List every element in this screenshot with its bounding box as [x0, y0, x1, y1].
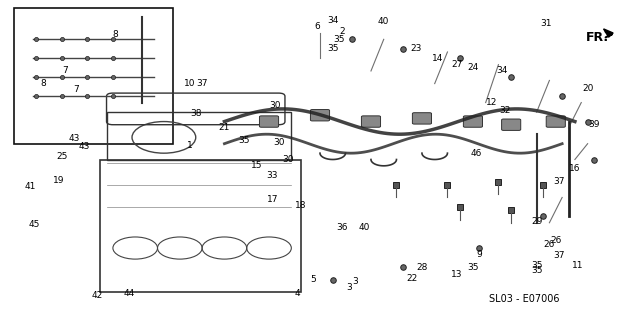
Text: 35: 35 [531, 261, 543, 270]
FancyBboxPatch shape [546, 116, 565, 127]
Text: 26: 26 [544, 241, 555, 249]
Text: 8: 8 [112, 30, 118, 39]
Text: 15: 15 [250, 161, 262, 170]
Text: 12: 12 [486, 98, 498, 107]
Text: 10: 10 [184, 79, 195, 88]
Text: 26: 26 [550, 236, 561, 245]
Text: 30: 30 [273, 137, 284, 147]
Text: 17: 17 [266, 195, 278, 204]
Text: 14: 14 [432, 54, 444, 63]
FancyBboxPatch shape [259, 116, 278, 127]
FancyBboxPatch shape [502, 119, 521, 130]
Text: 11: 11 [572, 261, 584, 270]
Text: 9: 9 [476, 250, 482, 259]
Text: 23: 23 [410, 44, 421, 53]
Text: 32: 32 [499, 106, 511, 115]
Text: 44: 44 [124, 289, 134, 298]
Text: 31: 31 [540, 19, 552, 28]
Text: 28: 28 [416, 263, 428, 271]
FancyBboxPatch shape [310, 109, 330, 121]
Text: 41: 41 [24, 182, 36, 191]
Text: 7: 7 [74, 85, 79, 94]
Text: 34: 34 [496, 66, 508, 76]
Text: 21: 21 [219, 123, 230, 132]
Text: 3: 3 [346, 283, 351, 292]
Text: 37: 37 [553, 177, 564, 186]
Text: 45: 45 [29, 220, 40, 229]
Text: 35: 35 [238, 136, 250, 145]
Text: 34: 34 [327, 16, 339, 25]
FancyBboxPatch shape [412, 113, 431, 124]
Text: 33: 33 [266, 171, 278, 180]
Text: 29: 29 [531, 217, 542, 226]
Text: 22: 22 [407, 274, 418, 283]
Text: 30: 30 [269, 101, 281, 110]
Text: 1: 1 [186, 141, 192, 150]
Text: 30: 30 [282, 155, 294, 164]
Text: 43: 43 [79, 142, 90, 151]
Text: 38: 38 [190, 109, 202, 118]
Text: 20: 20 [582, 84, 593, 93]
Text: 18: 18 [295, 201, 307, 210]
Text: 27: 27 [451, 60, 463, 69]
Text: 42: 42 [92, 291, 102, 300]
Text: 5: 5 [311, 275, 317, 284]
Text: 37: 37 [553, 251, 564, 260]
Text: 16: 16 [569, 165, 580, 174]
FancyBboxPatch shape [362, 116, 381, 127]
Text: 35: 35 [333, 35, 345, 44]
Polygon shape [604, 29, 613, 37]
Text: 40: 40 [359, 223, 371, 232]
Text: 37: 37 [196, 79, 208, 88]
Text: SL03 - E07006: SL03 - E07006 [489, 293, 559, 304]
Text: 19: 19 [53, 175, 65, 185]
Text: 8: 8 [40, 79, 45, 88]
Text: 46: 46 [470, 149, 482, 158]
FancyBboxPatch shape [463, 116, 483, 127]
Text: 43: 43 [69, 134, 81, 144]
Text: 24: 24 [467, 63, 479, 72]
Text: 35: 35 [467, 263, 479, 271]
Text: 25: 25 [56, 152, 68, 161]
Text: 35: 35 [327, 44, 339, 53]
Text: 39: 39 [588, 120, 600, 129]
Text: 13: 13 [451, 271, 463, 279]
Text: 4: 4 [295, 289, 301, 298]
Text: 3: 3 [352, 277, 358, 286]
Text: FR.: FR. [586, 31, 609, 44]
Bar [14, 8, 173, 144]
Text: 2: 2 [339, 27, 345, 36]
Text: 35: 35 [531, 266, 543, 275]
Text: 7: 7 [62, 66, 68, 76]
Text: 36: 36 [337, 223, 348, 232]
Text: 6: 6 [314, 22, 320, 31]
Text: 40: 40 [378, 18, 389, 26]
